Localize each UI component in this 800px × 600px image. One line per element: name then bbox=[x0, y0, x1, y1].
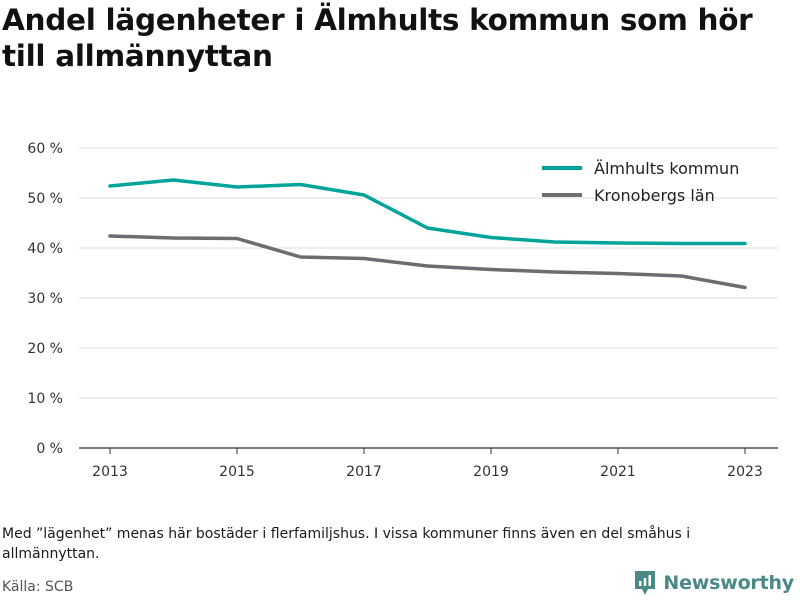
legend: Älmhults kommun Kronobergs län bbox=[542, 159, 739, 205]
legend-label: Kronobergs län bbox=[594, 186, 715, 205]
axes: 0 % 10 % 20 % 30 % 40 % 50 % 60 % 2013 2015 2017 2… bbox=[27, 141, 778, 480]
y-tick-label: 10 % bbox=[27, 391, 63, 407]
series-lines bbox=[108, 178, 747, 290]
y-tick-label: 30 % bbox=[27, 291, 63, 307]
brand-name: Newsworthy bbox=[663, 572, 794, 594]
legend-label: Älmhults kommun bbox=[594, 159, 739, 178]
x-tick-label: 2013 bbox=[92, 464, 128, 480]
chart-title: Andel lägenheter i Älmhults kommun som h… bbox=[2, 3, 753, 73]
x-tick-label: 2017 bbox=[346, 464, 382, 480]
y-tick-label: 20 % bbox=[27, 341, 63, 357]
chart-footnote: Med ”lägenhet” menas här bostäder i fler… bbox=[2, 526, 691, 562]
gridlines bbox=[79, 147, 778, 399]
source-label: Källa: SCB bbox=[2, 579, 74, 595]
newsworthy-logo-icon bbox=[635, 571, 656, 595]
x-tick-label: 2023 bbox=[727, 464, 763, 480]
series-line-2 bbox=[108, 234, 747, 290]
series-line-1 bbox=[108, 178, 747, 246]
y-tick-label: 50 % bbox=[27, 191, 63, 207]
x-tick-label: 2015 bbox=[219, 464, 255, 480]
y-tick-label: 60 % bbox=[27, 141, 63, 157]
y-tick-label: 40 % bbox=[27, 241, 63, 257]
x-tick-label: 2019 bbox=[473, 464, 509, 480]
x-tick-label: 2021 bbox=[600, 464, 636, 480]
newsworthy-logo[interactable]: Newsworthy bbox=[633, 569, 794, 597]
y-tick-label: 0 % bbox=[36, 441, 63, 457]
